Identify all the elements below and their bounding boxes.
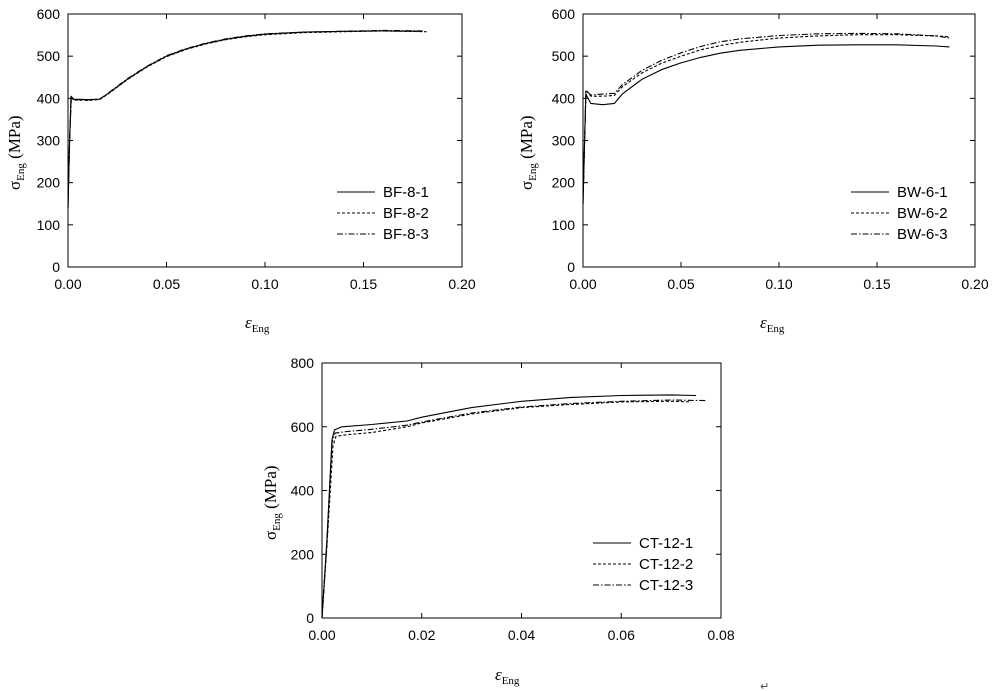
return-mark: ↵ bbox=[760, 680, 769, 691]
x-axis-title: εEng bbox=[495, 665, 520, 687]
series-layer bbox=[582, 32, 950, 204]
series-line-bf-8-1 bbox=[67, 30, 423, 209]
x-tick-label: 0.10 bbox=[765, 276, 792, 292]
legend-label: CT-12-3 bbox=[639, 577, 693, 594]
x-tick-label: 0.20 bbox=[448, 276, 475, 292]
x-tick-label: 0.05 bbox=[153, 276, 180, 292]
axis-ticks: 0.00 0.02 0.04 0.06 0.08 0 200 400 600 800 bbox=[291, 355, 735, 643]
legend: BF-8-1 BF-8-2 BF-8-3 bbox=[337, 184, 429, 243]
y-tick-label: 200 bbox=[37, 175, 61, 191]
x-tick-label: 0.02 bbox=[408, 627, 435, 643]
y-tick-label: 600 bbox=[37, 6, 61, 22]
series-line-bf-8-3 bbox=[67, 29, 423, 209]
x-tick-label: 0.05 bbox=[667, 276, 694, 292]
axis-ticks: 0.00 0.05 0.10 0.15 0.20 0 100 200 300 400 500 600 bbox=[552, 6, 989, 292]
legend: CT-12-1 CT-12-2 CT-12-3 bbox=[593, 535, 693, 594]
x-tick-label: 0.00 bbox=[308, 627, 335, 643]
y-tick-label: 300 bbox=[37, 133, 61, 149]
series-line-bw-6-3 bbox=[582, 32, 950, 204]
series-line-bw-6-2 bbox=[582, 34, 950, 204]
y-tick-label: 200 bbox=[291, 546, 315, 562]
y-axis-title: σEng (MPa) bbox=[261, 465, 283, 540]
y-tick-label: 0 bbox=[52, 259, 60, 275]
legend-label: BF-8-3 bbox=[383, 226, 429, 243]
series-line-bf-8-2 bbox=[67, 30, 427, 209]
y-tick-label: 0 bbox=[306, 610, 314, 626]
legend-label: BW-6-2 bbox=[897, 205, 948, 222]
y-tick-label: 600 bbox=[291, 419, 315, 435]
legend-label: BF-8-1 bbox=[383, 184, 429, 201]
x-tick-label: 0.00 bbox=[569, 276, 596, 292]
y-tick-label: 500 bbox=[37, 48, 61, 64]
legend-label: BF-8-2 bbox=[383, 205, 429, 222]
legend-label: CT-12-1 bbox=[639, 535, 693, 552]
x-tick-label: 0.20 bbox=[961, 276, 988, 292]
y-tick-label: 300 bbox=[552, 133, 576, 149]
legend-label: BW-6-1 bbox=[897, 184, 948, 201]
x-tick-label: 0.08 bbox=[707, 627, 734, 643]
y-tick-label: 200 bbox=[552, 175, 576, 191]
legend-label: BW-6-3 bbox=[897, 226, 948, 243]
legend: BW-6-1 BW-6-2 BW-6-3 bbox=[851, 184, 948, 243]
y-axis-title: σEng (MPa) bbox=[517, 115, 539, 190]
x-tick-label: 0.10 bbox=[251, 276, 278, 292]
chart-bf: 0.00 0.05 0.10 0.15 0.200100200300400500600 … bbox=[5, 6, 476, 335]
series-line-bw-6-1 bbox=[582, 44, 950, 204]
x-tick-label: 0.15 bbox=[863, 276, 890, 292]
y-tick-label: 400 bbox=[37, 90, 61, 106]
axis-ticks: 0.00 0.05 0.10 0.15 0.20 0 100 200 300 400 500 600 bbox=[37, 6, 476, 292]
y-tick-label: 400 bbox=[291, 483, 315, 499]
y-tick-label: 100 bbox=[37, 217, 61, 233]
x-tick-label: 0.00 bbox=[54, 276, 81, 292]
y-tick-label: 100 bbox=[552, 217, 576, 233]
y-tick-label: 500 bbox=[552, 48, 576, 64]
chart-ct: 0.00 0.02 0.04 0.06 0.08 0 200 400 600 800 CT-12-… bbox=[261, 355, 735, 687]
x-tick-label: 0.06 bbox=[608, 627, 635, 643]
y-tick-label: 0 bbox=[567, 259, 575, 275]
series-line-ct-12-1 bbox=[321, 394, 697, 619]
x-tick-label: 0.04 bbox=[508, 627, 535, 643]
chart-bw: 0.00 0.05 0.10 0.15 0.200100200300400500600 … bbox=[517, 6, 989, 335]
y-tick-label: 600 bbox=[552, 6, 576, 22]
x-axis-title: εEng bbox=[760, 313, 785, 335]
series-line-ct-12-2 bbox=[321, 400, 692, 619]
x-axis-title: εEng bbox=[245, 313, 270, 335]
y-axis-title: σEng (MPa) bbox=[5, 115, 27, 190]
series-layer bbox=[67, 29, 427, 209]
series-line-ct-12-3 bbox=[321, 399, 707, 619]
series-layer bbox=[321, 394, 707, 619]
y-tick-label: 400 bbox=[552, 90, 576, 106]
legend-label: CT-12-2 bbox=[639, 556, 693, 573]
y-tick-label: 800 bbox=[291, 355, 315, 371]
x-tick-label: 0.15 bbox=[350, 276, 377, 292]
